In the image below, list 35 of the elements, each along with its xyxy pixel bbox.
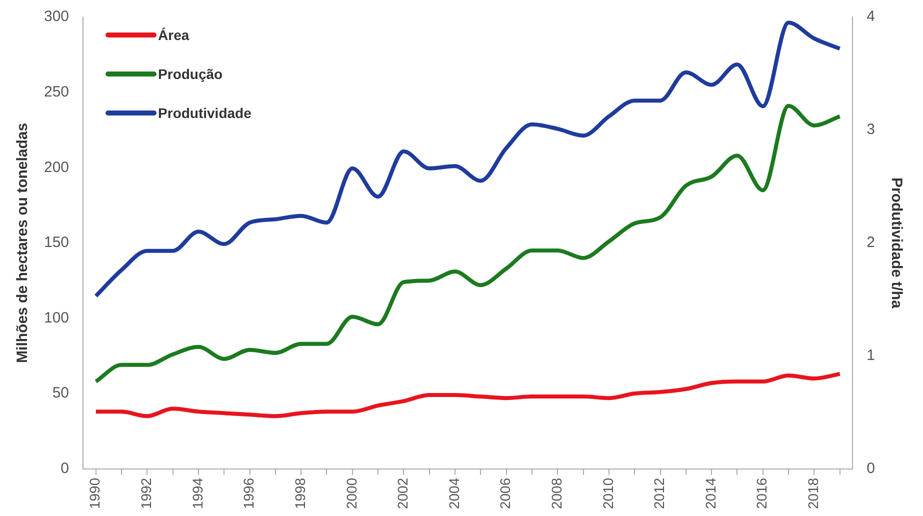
x-tick-label: 2014	[702, 478, 718, 510]
x-tick-label: 2002	[394, 478, 411, 510]
x-tick-label: 2004	[446, 478, 462, 510]
y-tick-label: 250	[44, 83, 70, 100]
y2-tick-label: 2	[866, 234, 875, 252]
y-tick-label: 50	[52, 384, 70, 402]
x-tick-label: 2018	[805, 478, 822, 510]
x-tick-label: 1998	[292, 478, 308, 510]
x-tick-label: 2012	[651, 478, 668, 510]
y-tick-label: 200	[44, 158, 70, 176]
y2-tick-label: 1	[866, 347, 875, 364]
y-tick-label: 100	[44, 309, 70, 326]
x-tick-label: 2016	[754, 478, 770, 510]
line-series	[94, 20, 842, 298]
x-tick-label: 1996	[240, 478, 257, 510]
y-axis-title: Milhões de hectares ou toneladas	[14, 122, 32, 363]
x-tick-label: 2000	[343, 478, 360, 510]
line-series	[94, 372, 842, 418]
y-tick-label: 0	[60, 460, 70, 477]
x-tick-label: 2006	[497, 478, 514, 510]
legend-label: Produção	[158, 66, 223, 82]
x-tick-label: 1994	[189, 478, 206, 510]
legend-label: Área	[158, 26, 190, 43]
line-series	[94, 104, 842, 384]
y2-tick-label: 4	[866, 8, 875, 26]
y2-tick-label: 3	[866, 121, 875, 138]
x-tick-label: 2010	[600, 478, 616, 510]
y-tick-label: 300	[44, 8, 70, 26]
x-tick-label: 1992	[138, 478, 154, 510]
x-tick-label: 1990	[86, 478, 103, 510]
legend-label: Produtividade	[158, 104, 252, 121]
y-tick-label: 150	[44, 234, 70, 252]
y2-tick-label: 0	[866, 460, 875, 477]
x-tick-label: 2008	[548, 478, 564, 510]
y2-axis-title: Produtividade t/ha	[888, 178, 905, 310]
